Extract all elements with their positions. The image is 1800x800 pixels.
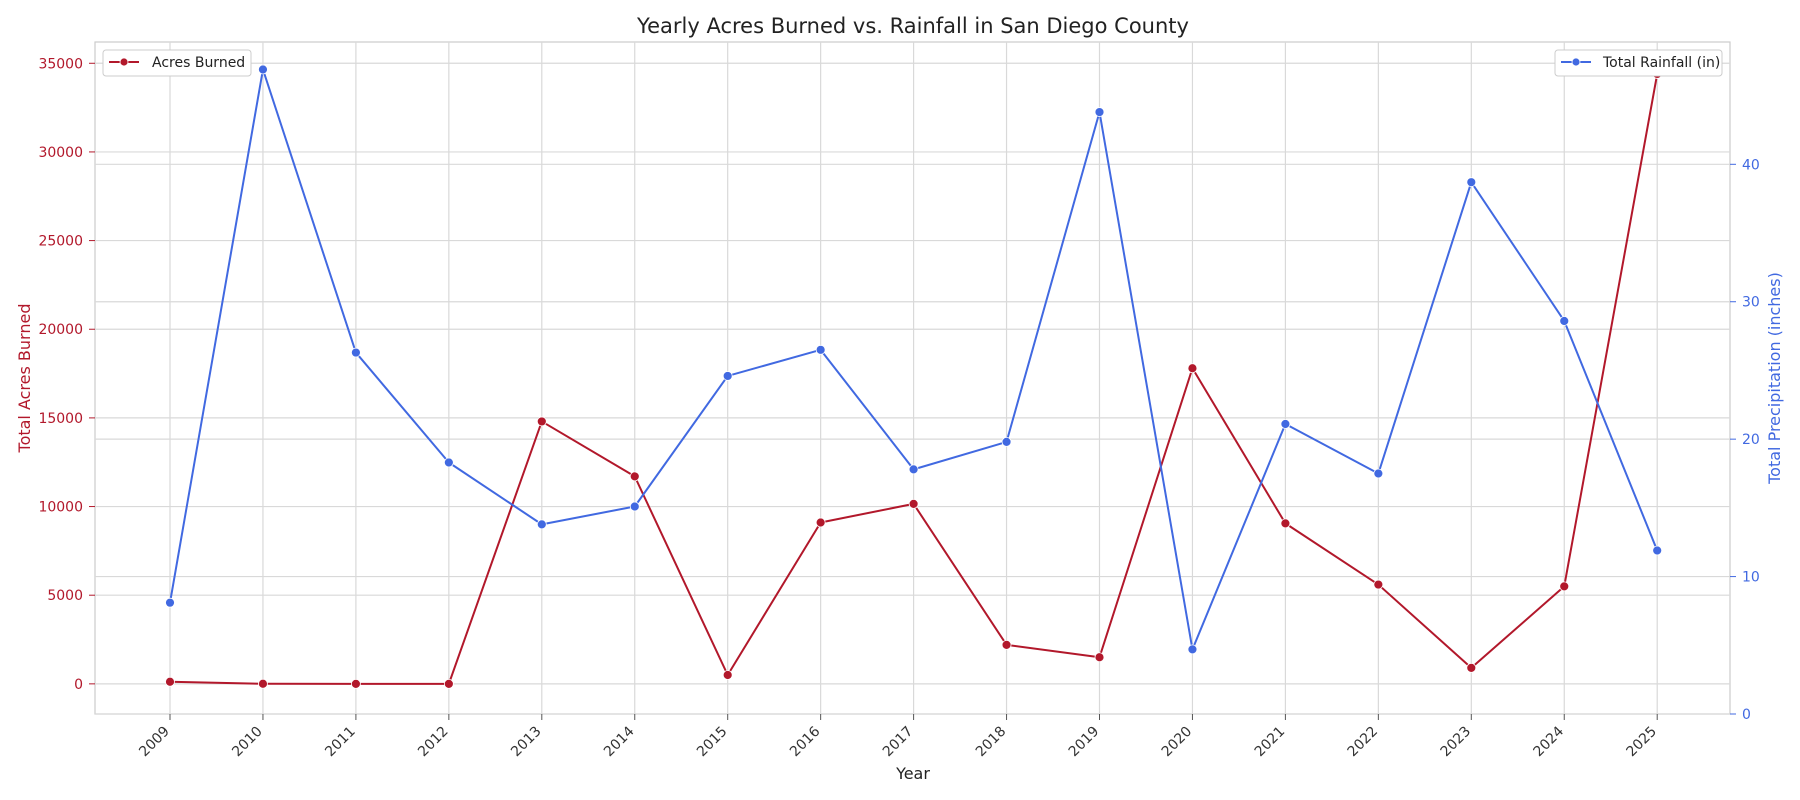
x-tick-label: 2017: [880, 724, 917, 761]
data-point: [815, 344, 826, 355]
right-y-axis-label: Total Precipitation (inches): [1765, 272, 1784, 485]
x-tick-label: 2010: [229, 724, 266, 761]
x-axis-label: Year: [895, 764, 930, 783]
x-tick-label: 2022: [1345, 724, 1382, 761]
data-point: [536, 416, 547, 427]
left-y-axis-label: Total Acres Burned: [15, 304, 34, 454]
x-tick-label: 2013: [508, 724, 545, 761]
x-axis: 2009 2010 2011 2012 2013 2014 2015 2016 2017 2018…: [136, 714, 1660, 760]
x-tick-label: 2016: [787, 723, 824, 760]
data-point: [165, 676, 175, 687]
left-tick-label: 5000: [47, 588, 83, 604]
left-y-axis: 0 5000 10000 15000 20000 25000 30000 35000: [38, 56, 95, 693]
data-point: [629, 471, 640, 482]
data-point: [165, 597, 175, 608]
data-point: [443, 678, 454, 689]
grid-lines: [95, 42, 1730, 715]
data-point: [1094, 107, 1105, 117]
data-point: [258, 678, 268, 689]
data-point: [350, 347, 361, 358]
right-y-axis: 0 10 20 30 40: [1730, 157, 1760, 723]
data-point: [1187, 644, 1198, 655]
left-tick-label: 0: [74, 677, 83, 693]
left-tick-label: 30000: [38, 145, 83, 161]
legend-acres-burned: Acres Burned: [102, 49, 252, 77]
data-point: [1094, 652, 1105, 663]
right-tick-label: 0: [1742, 707, 1751, 723]
data-point: [258, 64, 268, 75]
x-tick-label: 2009: [136, 724, 173, 761]
x-tick-label: 2024: [1531, 723, 1568, 760]
x-tick-label: 2023: [1438, 724, 1475, 761]
x-tick-label: 2025: [1624, 724, 1661, 761]
x-tick-label: 2018: [973, 724, 1010, 761]
series-acres-burned: [165, 69, 1663, 689]
data-point: [443, 457, 454, 468]
data-point: [350, 678, 361, 689]
data-point: [629, 501, 640, 512]
plot-frame: [94, 41, 1731, 715]
x-tick-label: 2011: [322, 724, 359, 761]
x-tick-label: 2020: [1159, 724, 1196, 761]
left-tick-label: 25000: [38, 234, 83, 250]
left-tick-label: 15000: [38, 411, 83, 427]
data-point: [908, 464, 919, 475]
data-point: [1001, 437, 1012, 447]
data-point: [1559, 581, 1570, 592]
data-point: [1001, 639, 1012, 650]
data-point: [536, 519, 547, 530]
left-tick-label: 20000: [38, 322, 83, 338]
x-tick-label: 2012: [415, 724, 452, 761]
legend-total-rainfall: Total Rainfall (in): [1554, 49, 1723, 77]
series-lines: [165, 64, 1663, 689]
legend-label: Total Rainfall (in): [1602, 55, 1720, 71]
right-tick-label: 10: [1742, 570, 1760, 586]
x-tick-label: 2014: [601, 723, 638, 760]
data-point: [1187, 363, 1198, 374]
data-point: [1280, 419, 1291, 429]
x-tick-label: 2021: [1252, 724, 1289, 761]
data-point: [1373, 579, 1384, 590]
data-point: [908, 498, 919, 509]
data-point: [815, 517, 826, 528]
data-point: [722, 371, 733, 381]
left-tick-label: 10000: [38, 500, 83, 516]
data-point: [1559, 316, 1570, 326]
legend-label: Acres Burned: [152, 55, 245, 71]
left-tick-label: 35000: [38, 56, 83, 72]
right-tick-label: 30: [1742, 295, 1760, 311]
data-point: [722, 670, 733, 680]
data-point: [1466, 177, 1477, 188]
data-point: [1466, 662, 1477, 673]
chart-title: Yearly Acres Burned vs. Rainfall in San …: [636, 14, 1189, 38]
data-point: [1280, 518, 1291, 529]
x-tick-label: 2019: [1066, 724, 1103, 761]
legend-marker-swatch: [1571, 57, 1581, 67]
series-total-rainfall-in: [165, 64, 1663, 655]
legend-box: [102, 49, 252, 77]
legend-marker-swatch: [119, 57, 129, 67]
legend-box: [1554, 49, 1723, 77]
right-tick-label: 20: [1742, 432, 1760, 448]
right-tick-label: 40: [1742, 157, 1760, 173]
data-point: [1373, 468, 1384, 479]
x-tick-label: 2015: [694, 724, 731, 761]
data-point: [1652, 545, 1663, 556]
